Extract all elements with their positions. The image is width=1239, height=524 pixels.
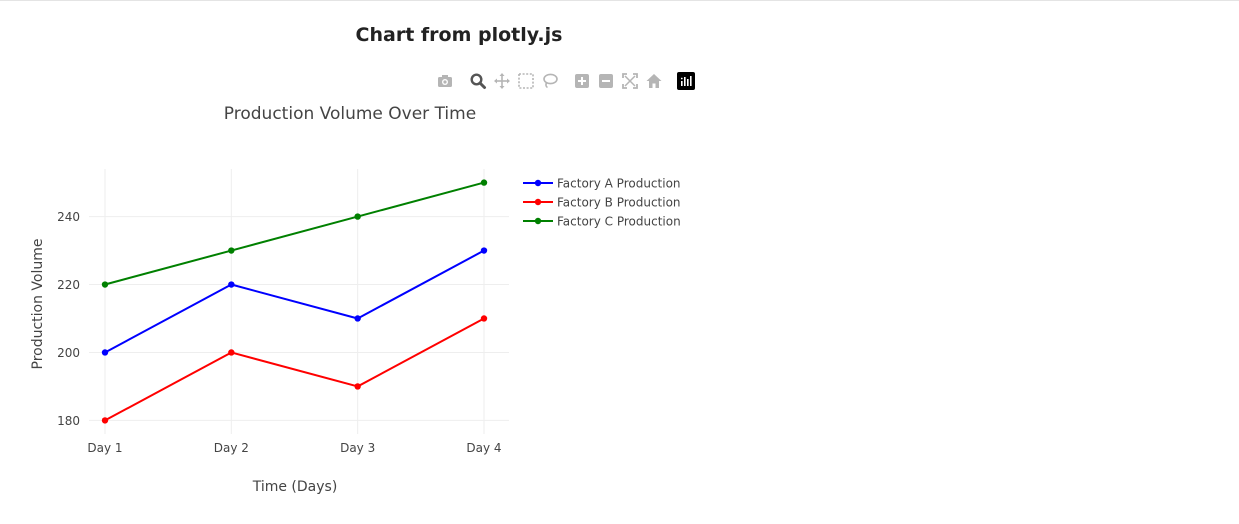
box-select-icon[interactable] — [517, 72, 535, 90]
y-tick-label: 220 — [57, 278, 80, 292]
page-title: Chart from plotly.js — [355, 24, 563, 46]
chart-title: Production Volume Over Time — [224, 104, 476, 124]
autoscale-icon[interactable] — [621, 72, 639, 90]
x-tick-label: Day 1 — [87, 441, 122, 455]
axis-ticks: Day 1 Day 2 Day 3 Day 4 180 200 220 240 — [57, 210, 501, 455]
data-point — [101, 281, 109, 288]
grid-lines — [89, 169, 509, 434]
legend-label: Factory B Production — [557, 196, 681, 210]
lasso-select-icon[interactable] — [541, 72, 559, 90]
data-point — [354, 383, 361, 390]
reset-axes-icon[interactable] — [645, 72, 663, 90]
y-tick-label: 200 — [57, 346, 80, 360]
x-tick-label: Day 2 — [214, 441, 249, 455]
x-axis-title: Time (Days) — [252, 479, 338, 495]
data-point — [480, 247, 488, 254]
legend-label: Factory A Production — [557, 177, 681, 191]
data-point — [228, 349, 235, 356]
data-point — [228, 281, 235, 288]
camera-icon[interactable] — [436, 72, 454, 90]
data-point — [101, 349, 109, 356]
series-lines — [104, 181, 485, 422]
legend-swatch-marker — [534, 217, 542, 225]
zoom-out-icon[interactable] — [597, 72, 615, 90]
x-tick-label: Day 3 — [340, 441, 375, 455]
legend-label: Factory C Production — [557, 215, 681, 229]
y-axis-title: Production Volume — [30, 238, 46, 369]
y-tick-label: 240 — [57, 210, 80, 224]
data-point — [101, 417, 109, 424]
data-point — [354, 213, 361, 220]
series-markers — [101, 179, 488, 424]
series-line — [104, 181, 485, 286]
data-point — [480, 315, 488, 322]
top-divider — [0, 0, 1239, 1]
series-line — [104, 249, 485, 354]
series-line — [104, 317, 485, 422]
pan-icon[interactable] — [493, 72, 511, 90]
line-chart: Production Volume Over Time Day 1 Day 2 Da… — [30, 104, 681, 495]
data-point — [228, 247, 235, 254]
legend-swatch-marker — [534, 179, 542, 187]
y-tick-label: 180 — [57, 414, 80, 428]
zoom-icon[interactable] — [469, 72, 487, 90]
x-tick-label: Day 4 — [466, 441, 501, 455]
legend: Factory A Production Factory B Production… — [523, 177, 681, 229]
plotly-logo-icon[interactable] — [677, 72, 695, 90]
legend-swatch-marker — [534, 198, 542, 206]
data-point — [354, 315, 361, 322]
zoom-in-icon[interactable] — [573, 72, 591, 90]
data-point — [480, 179, 488, 186]
